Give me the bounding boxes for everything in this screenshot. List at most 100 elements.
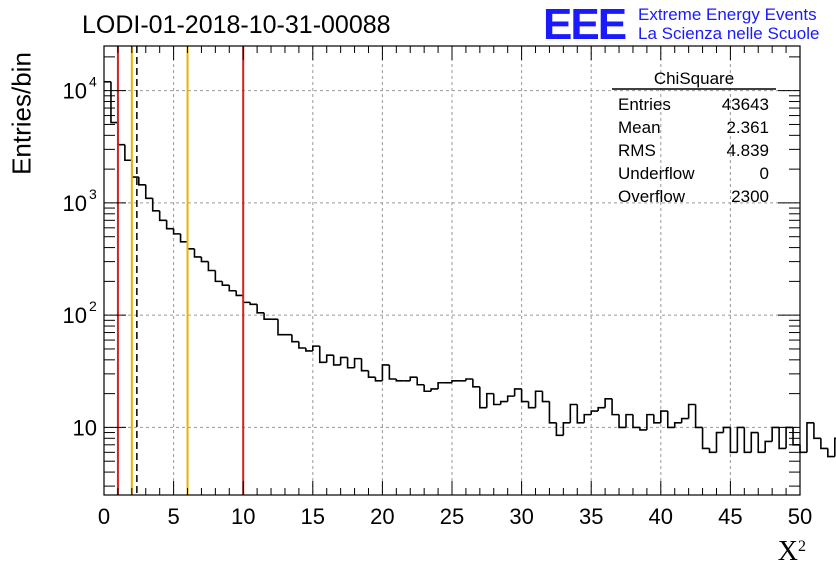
- histogram-bin: [722, 426, 731, 433]
- histogram-bin: [827, 448, 835, 458]
- histogram-bin: [465, 378, 473, 381]
- x-axis-label-exponent: 2: [798, 538, 806, 555]
- y-tick-label: 10: [63, 191, 87, 216]
- histogram-bin: [520, 388, 529, 403]
- histogram-bin: [207, 261, 216, 272]
- histogram-bin: [437, 381, 446, 389]
- x-tick-label: 25: [440, 504, 464, 529]
- histogram-bin: [715, 431, 724, 453]
- histogram-bin: [694, 404, 703, 429]
- histogram-bin: [506, 395, 515, 402]
- histogram-bin: [666, 411, 675, 429]
- histogram-bars: [104, 80, 836, 458]
- x-tick-label: 0: [98, 504, 110, 529]
- histogram-bin: [172, 228, 181, 235]
- histogram-bin: [750, 431, 759, 453]
- x-tick-label: 5: [167, 504, 179, 529]
- x-tick-label: 50: [788, 504, 812, 529]
- histogram-bin: [653, 414, 661, 424]
- x-tick-label: 30: [509, 504, 533, 529]
- histogram-bin: [736, 426, 745, 453]
- histogram-bin: [346, 357, 355, 369]
- eee-logo: EEE: [543, 0, 627, 49]
- histogram-bin: [110, 81, 118, 124]
- histogram-bin: [806, 421, 814, 453]
- histogram-bin: [124, 144, 132, 162]
- histogram-bin: [214, 270, 223, 283]
- histogram-bin: [360, 358, 369, 372]
- stats-label: RMS: [618, 141, 656, 160]
- stats-label: Underflow: [618, 164, 695, 183]
- x-tick-label: 40: [649, 504, 673, 529]
- histogram-bin: [158, 210, 167, 222]
- histogram-bin: [291, 334, 299, 343]
- histogram-bin: [813, 422, 821, 440]
- histogram-bin: [479, 386, 487, 409]
- histogram-bin: [486, 392, 494, 408]
- histogram-bin: [193, 248, 202, 258]
- histogram-bin: [555, 422, 564, 437]
- histogram-bin: [298, 341, 306, 349]
- histogram-bin: [325, 354, 334, 363]
- histogram-bin: [144, 184, 153, 200]
- histogram-bin: [235, 290, 244, 297]
- y-tick-exponent: 4: [89, 74, 97, 90]
- histogram-bin: [625, 413, 633, 428]
- histogram-bin: [792, 427, 800, 446]
- histogram-bin: [583, 413, 592, 423]
- histogram-bin: [527, 401, 536, 409]
- histogram-bin: [472, 378, 480, 388]
- cut-lines: [116, 46, 245, 495]
- histogram-bin: [138, 177, 146, 186]
- histogram-bin: [430, 388, 439, 392]
- histogram-bin: [687, 403, 696, 419]
- histogram-bin: [179, 233, 188, 243]
- histogram-bin: [499, 400, 508, 405]
- histogram-bin: [242, 295, 251, 304]
- histogram-bin: [743, 427, 752, 454]
- histogram-bin: [660, 410, 668, 423]
- y-tick-label: 10: [73, 415, 97, 440]
- histogram-bin: [576, 404, 585, 424]
- stats-value: 2.361: [726, 118, 769, 137]
- brand-line-2: La Scienza nelle Scuole: [638, 24, 820, 43]
- page-title: LODI-01-2018-10-31-00088: [82, 11, 391, 39]
- stats-value: 4.839: [726, 141, 769, 160]
- histogram-bin: [131, 160, 139, 178]
- x-tick-label: 45: [718, 504, 742, 529]
- histogram-bin: [263, 312, 272, 321]
- x-tick-label: 35: [579, 504, 603, 529]
- histogram-bin: [729, 427, 738, 454]
- histogram-bin: [395, 378, 404, 382]
- histogram-bin: [221, 281, 230, 286]
- histogram-bin: [541, 391, 550, 403]
- histogram-bin: [277, 319, 285, 336]
- x-axis-label: X2: [778, 536, 806, 568]
- histogram-bin: [764, 440, 773, 453]
- x-tick-label: 10: [231, 504, 255, 529]
- histogram-bin: [618, 414, 626, 429]
- brand-line-1: Extreme Energy Events: [638, 5, 817, 24]
- histogram-bin: [451, 380, 459, 383]
- histogram-bin: [186, 241, 195, 250]
- histogram-bin: [165, 220, 174, 230]
- histogram-bin: [367, 370, 376, 379]
- histogram-bin: [834, 437, 836, 457]
- histogram-bin: [757, 432, 766, 454]
- histogram-bin: [228, 285, 237, 292]
- x-tick-label: 20: [370, 504, 394, 529]
- histogram-bin: [151, 198, 160, 212]
- stats-box: ChiSquare Entries 43643 Mean 2.361 RMS 4.839 U…: [612, 69, 776, 206]
- histogram-bin: [305, 347, 313, 352]
- histogram-bin: [597, 406, 606, 412]
- histogram-bin: [409, 376, 418, 381]
- stats-label: Entries: [618, 95, 671, 114]
- histogram-bin: [200, 256, 209, 263]
- y-tick-exponent: 2: [89, 298, 97, 314]
- histogram-bin: [339, 356, 348, 365]
- histogram-bin: [562, 421, 571, 436]
- y-tick-label: 10: [63, 303, 87, 328]
- histogram-bin: [604, 397, 613, 408]
